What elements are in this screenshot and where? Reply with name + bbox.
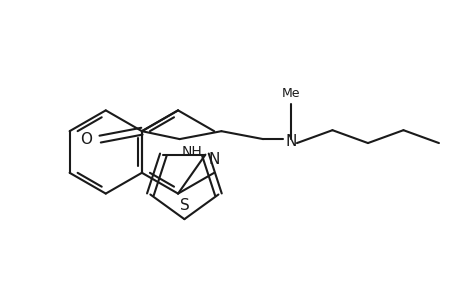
Text: O: O (80, 132, 92, 147)
Text: S: S (179, 198, 189, 213)
Text: N: N (208, 152, 219, 167)
Text: NH: NH (181, 145, 202, 159)
Text: N: N (285, 134, 296, 148)
Text: Me: Me (281, 88, 300, 100)
